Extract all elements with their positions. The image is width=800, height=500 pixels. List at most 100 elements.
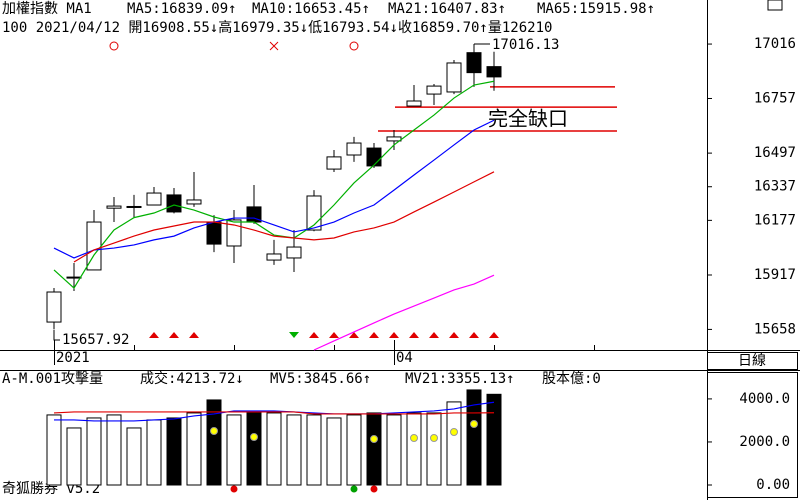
y-tick-label: 2000.0	[739, 434, 790, 450]
candle-body	[366, 147, 382, 167]
volume-title: A-M.001攻擊量	[2, 370, 103, 387]
signal-up	[469, 332, 479, 338]
legend-entry: MA10:16653.45↑	[252, 1, 370, 17]
y-tick-label: 15658	[754, 321, 796, 337]
y-tick-label: 4000.0	[739, 391, 790, 407]
volume-bar	[86, 417, 102, 486]
candle-body	[166, 194, 182, 213]
x-tick-label: 2021	[56, 350, 90, 366]
candle-body	[66, 276, 82, 279]
signal-dot	[350, 485, 358, 493]
volume-bar	[106, 414, 122, 486]
line-series	[53, 411, 495, 415]
legend-entry: MA65:15915.98↑	[537, 1, 655, 17]
volume-bar	[126, 427, 142, 486]
legend-entry: MA21:16407.83↑	[388, 1, 506, 17]
volume-bar	[206, 399, 222, 486]
x-minor-ticks	[134, 345, 595, 350]
signal-up	[489, 332, 499, 338]
candle-body	[186, 199, 202, 205]
signal-dot	[450, 428, 458, 436]
signal-up	[329, 332, 339, 338]
candle-body	[326, 156, 342, 170]
candle-body	[46, 291, 62, 323]
volume-bar	[406, 412, 422, 486]
candle-body	[266, 253, 282, 261]
volume-bar	[446, 401, 462, 486]
signal-circle	[109, 41, 119, 51]
volume-bar	[146, 419, 162, 486]
candle-body	[206, 221, 222, 245]
signal-up	[449, 332, 459, 338]
subtitle: 100 2021/04/12 開16908.55↓高16979.35↓低1679…	[2, 19, 552, 36]
line-series	[53, 119, 495, 259]
chart-title: 加權指數 MA1	[2, 1, 92, 17]
x-tick-label: 04	[396, 350, 413, 366]
signal-dot	[230, 485, 238, 493]
signal-dot	[410, 434, 418, 442]
volume-bar	[466, 389, 482, 486]
volume-axis-box	[707, 372, 798, 498]
candle-body	[286, 246, 302, 259]
window-button[interactable]	[767, 0, 783, 11]
low-label: 15657.92	[62, 332, 129, 348]
line-series	[313, 274, 495, 351]
signal-up	[429, 332, 439, 338]
legend-entry: MV5:3845.66↑	[270, 371, 371, 387]
volume-bar	[166, 417, 182, 486]
signal-up	[169, 332, 179, 338]
candle-body	[386, 136, 402, 142]
line-series	[53, 80, 495, 289]
legend-entry: MA5:16839.09↑	[127, 1, 237, 17]
legend-entry: 成交:4213.72↓	[140, 370, 244, 387]
volume-bar	[286, 414, 302, 486]
candle-body	[346, 142, 362, 156]
candle-body	[466, 52, 482, 74]
legend-extra: 股本億:0	[542, 371, 601, 387]
y-tick-label: 15917	[754, 267, 796, 283]
volume-bar	[46, 414, 62, 486]
candle-body	[486, 66, 502, 78]
signal-up	[389, 332, 399, 338]
signal-down	[289, 332, 299, 338]
y-tick-label: 0.00	[756, 477, 790, 493]
signal-dot	[430, 434, 438, 442]
candle-body	[446, 62, 462, 93]
gap-annotation: 完全缺口	[488, 107, 568, 131]
period-label: 日線	[738, 353, 766, 369]
volume-bar	[246, 412, 262, 486]
y-tick-label: 16757	[754, 90, 796, 106]
signal-up	[189, 332, 199, 338]
line-series	[54, 401, 495, 422]
y-tick-label: 17016	[754, 36, 796, 52]
candle-body	[146, 192, 162, 206]
signals	[109, 41, 499, 338]
volume-bar	[186, 412, 202, 486]
volume-bar	[346, 414, 362, 486]
volume-bar	[66, 427, 82, 486]
signal-dot	[370, 435, 378, 443]
y-tick-label: 16177	[754, 212, 796, 228]
volume-bar	[266, 412, 282, 486]
signal-dot	[370, 485, 378, 493]
volume-bar	[486, 393, 502, 486]
signal-up	[349, 332, 359, 338]
candle-body	[426, 85, 442, 95]
signal-up	[309, 332, 319, 338]
signal-circle	[349, 41, 359, 51]
high-label: 17016.13	[492, 37, 559, 53]
volume-bar	[426, 412, 442, 486]
signal-dot	[470, 420, 478, 428]
volume-bar	[226, 414, 242, 486]
y-tick-label: 16337	[754, 179, 796, 195]
candle-body	[106, 205, 122, 209]
line-series	[73, 171, 495, 263]
signal-up	[149, 332, 159, 338]
y-tick-label: 16497	[754, 145, 796, 161]
candle-body	[406, 100, 422, 107]
legend-entry: MV21:3355.13↑	[405, 371, 515, 387]
volume-bar	[326, 417, 342, 486]
signal-dot	[250, 433, 258, 441]
volume-bar	[366, 412, 382, 486]
